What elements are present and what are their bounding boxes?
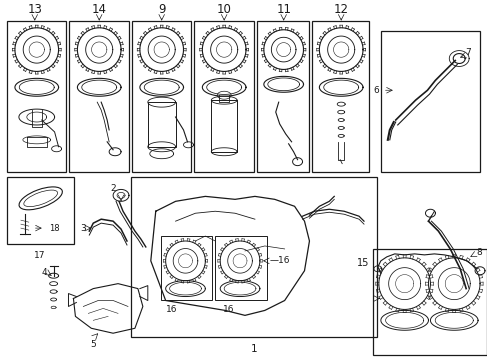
Text: 16: 16 xyxy=(165,305,177,314)
Text: 5: 5 xyxy=(90,340,96,349)
Bar xyxy=(132,21,191,172)
Bar xyxy=(215,236,266,301)
Text: 4: 4 xyxy=(42,268,47,277)
Text: 16: 16 xyxy=(223,305,234,314)
Bar xyxy=(211,100,237,152)
Bar xyxy=(194,21,253,172)
Bar xyxy=(380,31,479,172)
Bar xyxy=(147,102,175,147)
Text: 3: 3 xyxy=(81,224,86,233)
Text: 1: 1 xyxy=(250,344,257,354)
Text: 14: 14 xyxy=(92,3,106,16)
Text: 2: 2 xyxy=(110,184,116,193)
Bar xyxy=(131,176,376,337)
Text: 12: 12 xyxy=(333,3,348,16)
Text: 10: 10 xyxy=(216,3,231,16)
Bar xyxy=(256,21,309,172)
Bar xyxy=(7,21,66,172)
Bar xyxy=(312,21,368,172)
Bar xyxy=(372,249,486,355)
Text: —16: —16 xyxy=(269,256,290,265)
Bar xyxy=(69,21,129,172)
Text: 6: 6 xyxy=(372,86,378,95)
Text: 18: 18 xyxy=(48,224,59,233)
Bar xyxy=(161,236,212,301)
Text: 8: 8 xyxy=(475,248,481,257)
Text: 13: 13 xyxy=(27,3,42,16)
Text: 9: 9 xyxy=(158,3,165,16)
Text: 15: 15 xyxy=(356,258,368,268)
Text: 11: 11 xyxy=(276,3,290,16)
Bar xyxy=(7,176,74,244)
Text: 7: 7 xyxy=(464,48,470,57)
Text: 17: 17 xyxy=(34,251,45,260)
